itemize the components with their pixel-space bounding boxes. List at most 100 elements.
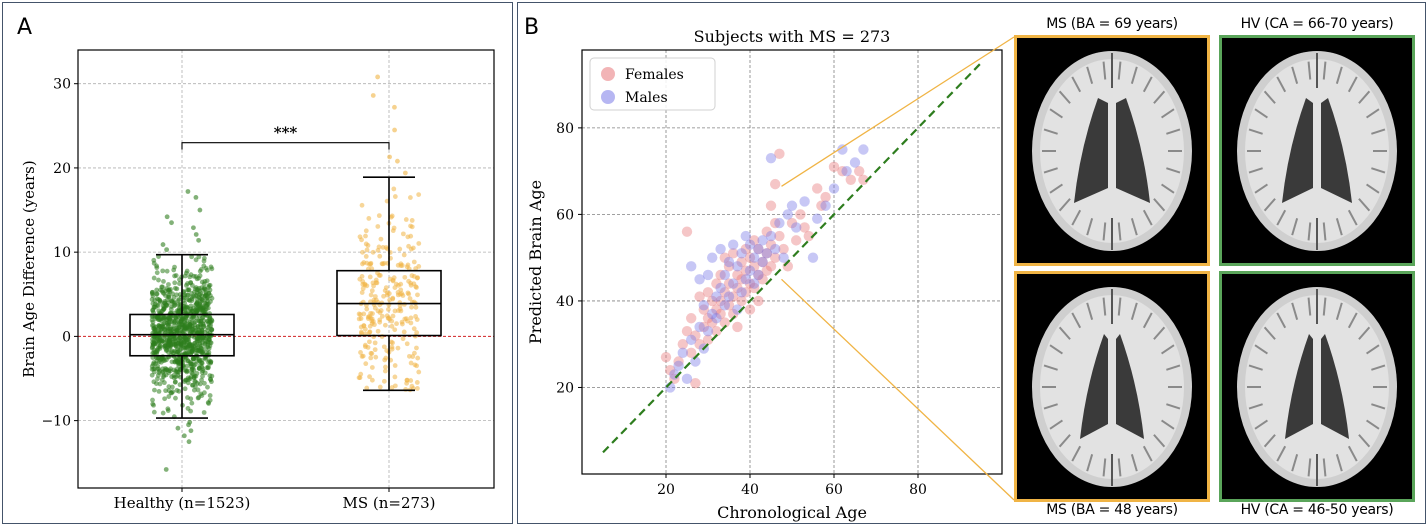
data-point — [176, 297, 182, 302]
sulcus — [1071, 209, 1082, 226]
data-point — [200, 287, 206, 293]
caption-hv-bottom: HV (CA = 46-50 years) — [1240, 502, 1394, 518]
sulcus — [1263, 198, 1276, 212]
sulcus — [1347, 209, 1358, 226]
data-point — [770, 252, 781, 263]
legend-marker-males — [601, 90, 615, 104]
data-point — [188, 280, 194, 286]
x-tick-label: 80 — [909, 482, 927, 498]
data-point — [367, 329, 373, 335]
sulcus — [1166, 364, 1181, 371]
data-point — [732, 269, 743, 281]
data-point — [381, 378, 387, 384]
data-point — [392, 374, 398, 380]
data-point — [382, 357, 388, 363]
data-point — [380, 244, 386, 250]
data-point — [363, 228, 369, 234]
sulcus — [1335, 454, 1343, 472]
data-point — [812, 183, 823, 194]
sulcus — [1117, 222, 1122, 241]
data-point — [172, 359, 178, 365]
data-point — [172, 280, 178, 286]
data-point — [828, 183, 840, 194]
data-point — [177, 382, 183, 388]
data-point — [849, 157, 861, 168]
data-point — [837, 144, 848, 155]
data-point — [360, 286, 366, 292]
outlier-point — [164, 214, 170, 220]
data-point — [367, 274, 373, 280]
data-point — [172, 302, 178, 308]
data-point — [207, 287, 213, 293]
ventricle-left — [1080, 334, 1108, 439]
data-point — [799, 196, 810, 207]
sulcus — [1142, 209, 1153, 226]
y-tick-label: 30 — [53, 77, 71, 93]
data-point — [414, 345, 419, 351]
sulcus — [1166, 403, 1181, 410]
data-point — [412, 362, 418, 368]
data-point — [711, 313, 722, 324]
data-point — [719, 269, 730, 281]
data-point — [409, 304, 414, 310]
data-point — [200, 373, 205, 379]
data-point — [160, 268, 166, 274]
sulcus — [1322, 61, 1327, 80]
data-point — [402, 274, 408, 280]
brain-image-ms-top — [1014, 35, 1210, 266]
data-point — [156, 323, 162, 328]
data-point — [416, 241, 422, 246]
data-point — [415, 355, 421, 361]
data-point — [799, 222, 810, 233]
data-point — [200, 309, 206, 314]
data-point — [155, 363, 161, 369]
data-point — [161, 373, 167, 378]
identity-line — [602, 62, 982, 454]
data-point — [399, 319, 405, 325]
data-point — [193, 257, 199, 263]
data-point — [774, 217, 785, 229]
data-point — [209, 327, 214, 332]
data-point — [416, 192, 422, 198]
data-point — [204, 267, 210, 273]
data-point — [362, 326, 368, 332]
data-point — [194, 308, 199, 314]
sulcus — [1248, 364, 1263, 371]
sulcus — [1102, 297, 1107, 316]
data-point — [681, 226, 693, 237]
data-point — [193, 361, 198, 367]
data-point — [378, 308, 384, 313]
legend-marker-females — [601, 67, 615, 81]
data-point — [154, 270, 160, 276]
data-point — [715, 243, 726, 255]
outlier-point — [160, 242, 166, 247]
data-point — [166, 287, 172, 293]
data-point — [410, 354, 416, 359]
data-point — [179, 321, 185, 326]
data-point — [190, 355, 196, 361]
data-point — [398, 261, 404, 267]
y-tick-label: 60 — [556, 207, 574, 223]
outlier-point — [395, 158, 400, 164]
data-point — [176, 388, 182, 394]
data-point — [786, 217, 798, 229]
data-point — [171, 318, 177, 324]
sulcus — [1371, 128, 1386, 135]
data-point — [366, 216, 372, 221]
y-tick-label: 20 — [53, 161, 71, 177]
scatter-plot-chart: 20 40 60 80 20 40 60 80 Subjects with MS = 273 Ch… — [526, 27, 1015, 522]
data-point — [803, 230, 814, 242]
sulcus — [1366, 344, 1380, 355]
data-point — [360, 249, 365, 255]
data-point — [370, 249, 376, 255]
data-point — [166, 349, 171, 355]
data-point — [677, 339, 688, 350]
sulcus — [1371, 167, 1386, 174]
data-point — [187, 322, 192, 328]
data-point — [364, 385, 370, 391]
data-point — [711, 326, 722, 337]
data-point — [189, 291, 194, 296]
y-tick-label: 0 — [62, 329, 71, 345]
data-point — [740, 287, 751, 298]
data-point — [694, 274, 705, 285]
